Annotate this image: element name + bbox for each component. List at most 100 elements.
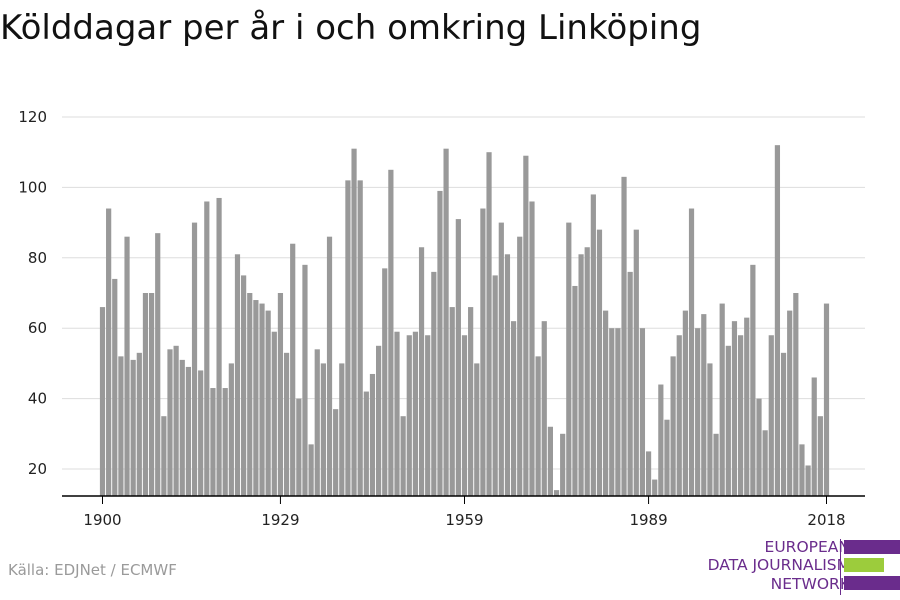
bar-1916 xyxy=(198,370,204,496)
bar-1932 xyxy=(296,398,302,496)
bar-1993 xyxy=(670,356,676,496)
logo-bar-purple-bottom xyxy=(844,576,900,590)
bar-1989 xyxy=(645,451,652,496)
bar-1999 xyxy=(707,363,713,496)
bar-1951 xyxy=(412,331,419,496)
x-tick-label: 2018 xyxy=(807,511,845,529)
bar-1970 xyxy=(529,201,535,497)
bar-1943 xyxy=(363,391,369,496)
bar-1947 xyxy=(388,169,394,497)
bar-1945 xyxy=(376,345,382,496)
bar-1965 xyxy=(498,222,504,496)
bar-1949 xyxy=(400,416,406,496)
x-tick-label: 1929 xyxy=(261,511,299,529)
bar-1944 xyxy=(369,373,376,496)
x-tick-label: 1989 xyxy=(629,511,667,529)
bar-2012 xyxy=(787,310,793,496)
bars xyxy=(99,145,830,497)
bar-1990 xyxy=(652,479,658,496)
bar-1928 xyxy=(271,331,277,496)
bar-1981 xyxy=(596,229,603,496)
bar-1998 xyxy=(701,314,707,496)
bar-1900 xyxy=(99,307,106,496)
bar-1923 xyxy=(241,275,247,496)
bar-1929 xyxy=(277,293,284,496)
bar-1984 xyxy=(615,328,621,496)
bar-1911 xyxy=(167,349,173,496)
bar-1966 xyxy=(504,254,511,496)
bar-1979 xyxy=(584,247,590,496)
bar-1912 xyxy=(173,345,179,496)
bar-1962 xyxy=(480,208,486,496)
bar-2002 xyxy=(725,345,731,496)
bar-1960 xyxy=(468,307,474,496)
bar-1956 xyxy=(443,148,449,496)
bar-1950 xyxy=(406,335,412,496)
chart-title: Kölddagar per år i och omkring Linköping xyxy=(0,8,702,48)
edjnet-logo: EUROPEAN DATA JOURNALISM NETWORK xyxy=(700,537,900,597)
bar-1936 xyxy=(320,363,326,496)
x-tick-label: 1900 xyxy=(83,511,121,529)
bar-1907 xyxy=(142,293,149,496)
bar-1969 xyxy=(523,155,529,496)
y-tick-label: 80 xyxy=(28,249,47,267)
bar-1954 xyxy=(431,271,437,496)
bar-1931 xyxy=(290,243,296,496)
bar-1952 xyxy=(418,247,425,496)
x-tick-label: 1959 xyxy=(445,511,483,529)
bar-1915 xyxy=(191,222,198,496)
bar-1933 xyxy=(302,264,308,496)
bar-1968 xyxy=(517,236,523,496)
bar-2016 xyxy=(811,377,817,496)
bar-1910 xyxy=(161,416,167,496)
bar-2005 xyxy=(744,317,750,496)
bar-1920 xyxy=(222,388,228,496)
bar-1926 xyxy=(259,303,265,496)
bar-1901 xyxy=(106,208,112,496)
x-axis-ticks: 1900 1929 1959 1989 2018 xyxy=(83,496,846,529)
bar-1937 xyxy=(326,236,333,496)
bar-1964 xyxy=(492,275,498,496)
bar-1974 xyxy=(553,490,560,496)
bar-1980 xyxy=(590,194,596,496)
logo-line-3: NETWORK xyxy=(770,575,850,593)
bar-1902 xyxy=(112,278,118,496)
bar-1904 xyxy=(124,236,130,496)
bar-1917 xyxy=(204,201,210,497)
logo-line-1: EUROPEAN xyxy=(764,538,850,556)
bar-1918 xyxy=(210,388,216,496)
bar-1935 xyxy=(314,349,320,496)
bar-1948 xyxy=(394,331,400,496)
bar-2007 xyxy=(756,398,762,496)
bar-1903 xyxy=(118,356,124,496)
bar-1985 xyxy=(621,176,627,496)
bar-1939 xyxy=(339,363,345,496)
bar-1994 xyxy=(676,335,682,496)
y-tick-label: 40 xyxy=(28,390,47,408)
bar-1942 xyxy=(357,180,363,497)
bar-1958 xyxy=(455,219,461,496)
bar-1938 xyxy=(333,409,339,496)
bar-1909 xyxy=(155,233,161,496)
bar-1925 xyxy=(253,300,259,496)
bar-1963 xyxy=(486,152,492,496)
bar-1941 xyxy=(351,148,357,496)
bar-2001 xyxy=(719,303,725,496)
bar-1927 xyxy=(265,310,271,496)
bar-1953 xyxy=(425,335,431,496)
bar-1946 xyxy=(382,268,388,496)
bar-1991 xyxy=(658,384,664,496)
bar-1905 xyxy=(130,359,136,496)
bar-1906 xyxy=(136,352,142,496)
y-tick-label: 20 xyxy=(28,460,47,478)
bar-2004 xyxy=(738,335,744,496)
bar-1996 xyxy=(688,208,695,496)
source-note: Källa: EDJNet / ECMWF xyxy=(8,561,177,579)
bar-1913 xyxy=(179,359,185,496)
bar-1983 xyxy=(609,328,615,496)
bar-1973 xyxy=(547,426,553,496)
bar-2013 xyxy=(793,293,799,496)
bar-1992 xyxy=(664,419,670,496)
bar-1987 xyxy=(633,229,639,496)
y-tick-label: 60 xyxy=(28,319,47,337)
